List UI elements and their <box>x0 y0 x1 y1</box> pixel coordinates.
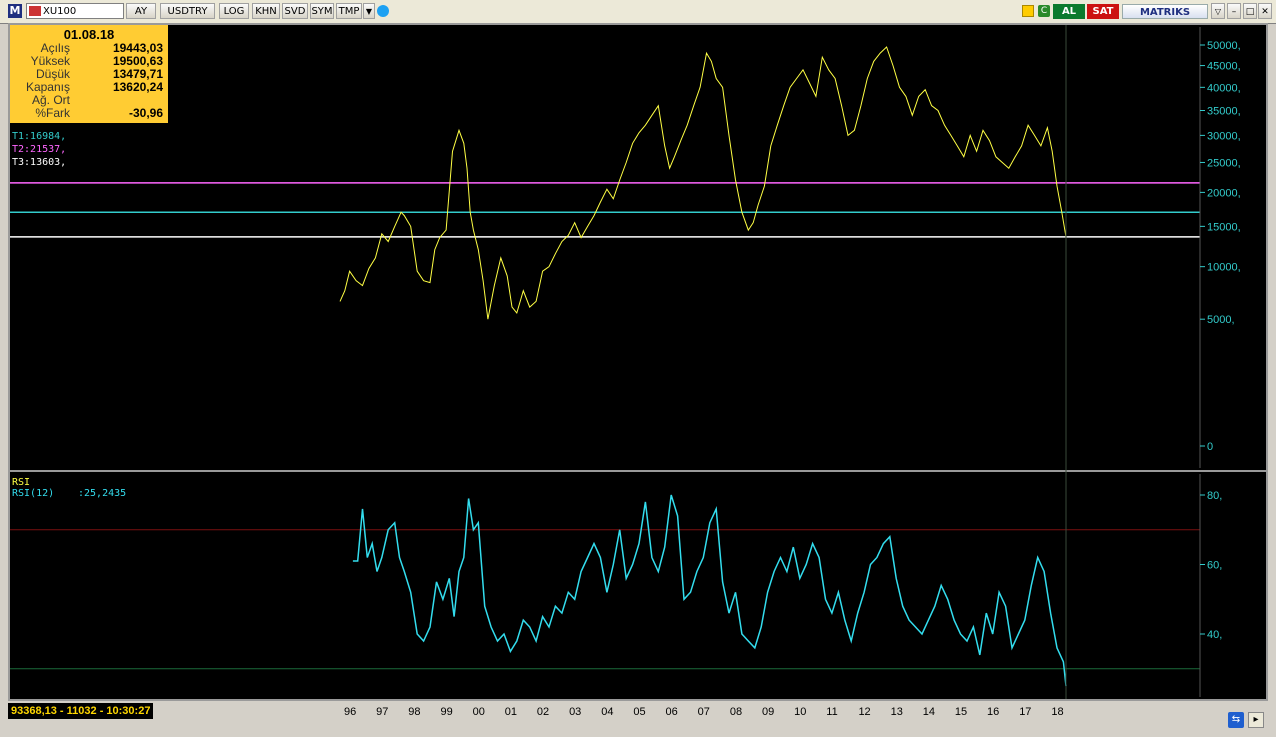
rsi-label: RSI(12) <box>12 488 55 499</box>
x-axis-label: 01 <box>504 706 517 718</box>
x-axis-label: 17 <box>1019 706 1032 718</box>
matriks-logo-icon[interactable]: M <box>8 4 22 18</box>
x-axis-label: 00 <box>472 706 485 718</box>
sym-button[interactable]: SYM <box>310 3 334 19</box>
info-label: %Fark <box>35 106 70 120</box>
x-axis-label: 11 <box>826 706 838 718</box>
sync-icon[interactable]: ⇆ <box>1228 712 1244 728</box>
x-axis-label: 07 <box>697 706 710 718</box>
info-value: 13620,24 <box>112 80 163 94</box>
info-value: -30,96 <box>128 106 163 120</box>
info-value: 19500,63 <box>112 54 163 68</box>
x-axis-label: 10 <box>794 706 807 718</box>
info-label: Yüksek <box>30 54 70 68</box>
collapse-icon[interactable]: ▽ <box>1211 3 1225 19</box>
refresh-icon[interactable]: C <box>1038 5 1050 17</box>
dropdown-arrow-icon[interactable]: ▼ <box>363 3 375 19</box>
info-row-close: Kapanış 13620,24 <box>10 81 168 94</box>
rsi-value: :25,2435 <box>78 488 127 499</box>
khn-button[interactable]: KHN <box>252 3 280 19</box>
currency-button[interactable]: USDTRY <box>160 3 215 19</box>
x-axis-label: 03 <box>569 706 582 718</box>
symbol-value: XU100 <box>43 6 77 17</box>
info-label: Ağ. Ort <box>31 93 70 107</box>
log-button[interactable]: LOG <box>219 3 249 19</box>
twitter-icon[interactable] <box>377 5 389 17</box>
lightning-icon[interactable] <box>1022 5 1034 17</box>
trend-label-t3: T3:13603, <box>12 157 67 168</box>
info-label: Açılış <box>40 41 70 55</box>
info-label: Kapanış <box>25 80 70 94</box>
x-axis-label: 09 <box>761 706 775 718</box>
flag-icon <box>29 6 41 16</box>
info-row-change: %Fark -30,96 <box>10 107 168 120</box>
maximize-icon[interactable]: □ <box>1243 3 1257 19</box>
x-axis-label: 16 <box>987 706 1000 718</box>
x-axis-label: 97 <box>376 706 389 718</box>
svd-button[interactable]: SVD <box>282 3 308 19</box>
chart-frame <box>8 23 1268 701</box>
minimize-icon[interactable]: – <box>1227 3 1241 19</box>
status-bar <box>0 701 1276 737</box>
x-axis-label: 18 <box>1051 706 1064 718</box>
status-readout: 93368,13 - 11032 - 10:30:27 <box>8 703 154 719</box>
info-value: 13479,71 <box>112 67 163 81</box>
period-button[interactable]: AY <box>126 3 156 19</box>
x-axis-label: 06 <box>665 706 678 718</box>
x-axis-label: 14 <box>922 706 935 718</box>
x-axis-label: 13 <box>890 706 903 718</box>
x-axis-labels: 96 97 98 99 00 01 02 03 04 05 06 07 08 09 10 11 12 13 14 15… <box>340 703 1200 723</box>
x-axis-label: 08 <box>729 706 743 718</box>
scroll-right-icon[interactable]: ▸ <box>1248 712 1264 728</box>
x-axis-label: 15 <box>954 706 968 718</box>
x-axis-label: 05 <box>633 706 646 718</box>
symbol-input[interactable]: XU100 <box>26 3 124 19</box>
x-axis-label: 12 <box>858 706 871 718</box>
x-axis-label: 99 <box>440 706 453 718</box>
trend-label-t1: T1:16984, <box>12 131 67 142</box>
x-axis-label: 04 <box>601 706 614 718</box>
x-axis-label: 02 <box>536 706 550 718</box>
tmp-button[interactable]: TMP <box>336 3 362 19</box>
brand-label: MATRIKS <box>1122 4 1208 19</box>
ohlc-info-box: 01.08.18 Açılış 19443,03 Yüksek 19500,63 D… <box>10 25 168 123</box>
info-date: 01.08.18 <box>63 27 115 42</box>
info-row-open: Açılış 19443,03 <box>10 42 168 55</box>
info-value: 19443,03 <box>112 41 163 55</box>
info-row-wavg: Ağ. Ort <box>10 94 168 107</box>
sell-button[interactable]: SAT <box>1087 4 1119 19</box>
rsi-title: RSI <box>12 477 31 488</box>
buy-button[interactable]: AL <box>1053 4 1085 19</box>
x-axis-label: 98 <box>408 706 421 718</box>
info-row-high: Yüksek 19500,63 <box>10 55 168 68</box>
toolbar: M XU100 AY USDTRY LOG KHN SVD SYM TMP ▼ … <box>0 0 1276 24</box>
info-row-low: Düşük 13479,71 <box>10 68 168 81</box>
info-label: Düşük <box>35 67 70 81</box>
close-icon[interactable]: ✕ <box>1258 3 1272 19</box>
x-axis-label: 96 <box>344 706 357 718</box>
trend-label-t2: T2:21537, <box>12 144 67 155</box>
panel-separator[interactable] <box>10 470 1266 472</box>
